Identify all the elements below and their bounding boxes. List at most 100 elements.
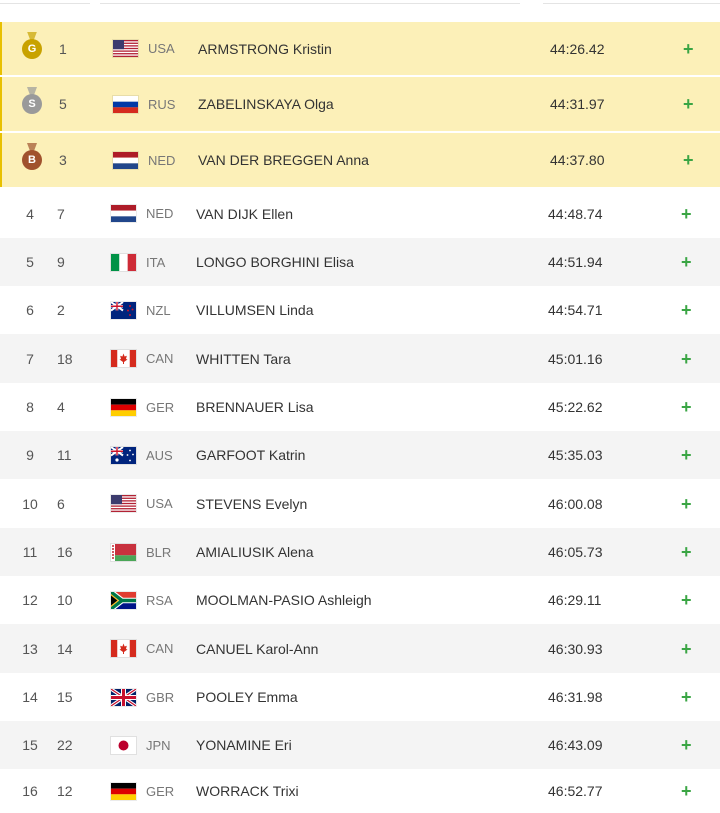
result-row[interactable]: 5 9 ITA LONGO BORGHINI Elisa 44:51.94 +	[0, 238, 720, 286]
result-row[interactable]: 11 16 BLR AMIALIUSIK Alena 46:05.73 +	[0, 528, 720, 576]
athlete-name[interactable]: ARMSTRONG Kristin	[198, 40, 332, 57]
column-header-divider	[100, 3, 520, 4]
athlete-name[interactable]: VAN DER BREGGEN Anna	[198, 152, 369, 168]
expand-plus-icon[interactable]: +	[681, 735, 692, 755]
expand-plus-icon[interactable]: +	[681, 493, 692, 514]
expand-plus-icon[interactable]: +	[681, 252, 692, 272]
bib-number: 4	[57, 399, 65, 415]
result-row[interactable]: 9 11 AUS GARFOOT Katrin 45:35.03 +	[0, 431, 720, 479]
bib-number: 7	[57, 205, 65, 222]
athlete-name[interactable]: VAN DIJK Ellen	[196, 205, 293, 222]
result-time: 46:30.93	[548, 640, 603, 657]
athlete-name[interactable]: CANUEL Karol-Ann	[196, 640, 319, 657]
flag-ger-icon	[111, 782, 136, 800]
flag-can-icon	[111, 350, 136, 367]
bib-number: 12	[57, 783, 73, 799]
result-time: 45:01.16	[548, 350, 603, 367]
result-row[interactable]: 15 22 JPN YONAMINE Eri 46:43.09 +	[0, 721, 720, 769]
flag-jpn-icon	[111, 736, 136, 754]
expand-plus-icon[interactable]: +	[683, 38, 694, 59]
flag-rus-icon	[113, 95, 138, 113]
bib-number: 10	[57, 592, 73, 608]
country-code: BLR	[146, 544, 172, 560]
expand-plus-icon[interactable]: +	[681, 687, 692, 707]
country-code: RSA	[146, 592, 173, 608]
result-row[interactable]: 16 12 GER WORRACK Trixi 46:52.77 +	[0, 769, 720, 813]
country-code: GBR	[146, 689, 175, 705]
result-row[interactable]: 8 4 GER BRENNAUER Lisa 45:22.62 +	[0, 383, 720, 431]
athlete-name[interactable]: BRENNAUER Lisa	[196, 399, 314, 415]
athlete-name[interactable]: LONGO BORGHINI Elisa	[196, 254, 354, 270]
result-time: 44:26.42	[550, 40, 605, 57]
country-code: AUS	[146, 447, 173, 463]
result-row[interactable]: G 1 USA ARMSTRONG Kristin 44:26.42 +	[0, 22, 720, 75]
expand-plus-icon[interactable]: +	[683, 94, 694, 114]
flag-ger-icon	[111, 398, 136, 416]
country-code: GER	[146, 399, 175, 415]
result-row[interactable]: 6 2 NZL VILLUMSEN Linda 44:54.71 +	[0, 286, 720, 334]
result-row[interactable]: 13 14 CAN CANUEL Karol-Ann 46:30.93 +	[0, 624, 720, 673]
bib-number: 6	[57, 495, 65, 512]
result-time: 45:22.62	[548, 399, 603, 415]
flag-gbr-icon	[111, 688, 136, 706]
athlete-name[interactable]: VILLUMSEN Linda	[196, 302, 314, 318]
result-time: 44:51.94	[548, 254, 603, 270]
expand-plus-icon[interactable]: +	[681, 638, 692, 659]
expand-plus-icon[interactable]: +	[681, 203, 692, 224]
rank: 14	[22, 689, 38, 705]
expand-plus-icon[interactable]: +	[681, 590, 692, 610]
rank: 9	[26, 447, 34, 463]
rank: 12	[22, 592, 38, 608]
country-code: JPN	[146, 737, 171, 753]
expand-plus-icon[interactable]: +	[681, 445, 692, 465]
athlete-name[interactable]: YONAMINE Eri	[196, 737, 292, 753]
result-row[interactable]: 7 18 CAN WHITTEN Tara 45:01.16 +	[0, 334, 720, 383]
country-code: CAN	[146, 351, 174, 366]
expand-plus-icon[interactable]: +	[681, 348, 692, 369]
country-code: USA	[148, 41, 175, 56]
country-code: NED	[146, 206, 174, 221]
result-time: 44:31.97	[550, 96, 605, 112]
result-time: 46:31.98	[548, 689, 603, 705]
flag-usa-icon	[113, 40, 138, 57]
result-row[interactable]: 12 10 RSA MOOLMAN-PASIO Ashleigh 46:29.11 +	[0, 576, 720, 624]
result-row[interactable]: B 3 NED VAN DER BREGGEN Anna 44:37.80 +	[0, 133, 720, 187]
expand-plus-icon[interactable]: +	[681, 781, 692, 801]
result-time: 44:54.71	[548, 302, 603, 318]
result-row[interactable]: 4 7 NED VAN DIJK Ellen 44:48.74 +	[0, 189, 720, 238]
bib-number: 2	[57, 302, 65, 318]
athlete-name[interactable]: STEVENS Evelyn	[196, 495, 308, 512]
flag-can-icon	[111, 640, 136, 657]
result-row[interactable]: S 5 RUS ZABELINSKAYA Olga 44:31.97 +	[0, 77, 720, 131]
athlete-name[interactable]: WHITTEN Tara	[196, 350, 291, 367]
result-time: 46:52.77	[548, 783, 603, 799]
expand-plus-icon[interactable]: +	[681, 542, 692, 562]
flag-nzl-icon	[111, 301, 136, 319]
athlete-name[interactable]: ZABELINSKAYA Olga	[198, 96, 334, 112]
athlete-name[interactable]: AMIALIUSIK Alena	[196, 544, 314, 560]
country-code: NZL	[146, 302, 171, 318]
result-row[interactable]: 10 6 USA STEVENS Evelyn 46:00.08 +	[0, 479, 720, 528]
country-code: CAN	[146, 641, 174, 656]
expand-plus-icon[interactable]: +	[683, 150, 694, 170]
flag-rsa-icon	[111, 591, 136, 609]
rank: 6	[26, 302, 34, 318]
result-time: 46:05.73	[548, 544, 603, 560]
expand-plus-icon[interactable]: +	[681, 300, 692, 320]
athlete-name[interactable]: WORRACK Trixi	[196, 783, 299, 799]
bib-number: 9	[57, 254, 65, 270]
gold-medal-icon: G	[22, 38, 42, 59]
athlete-name[interactable]: GARFOOT Katrin	[196, 447, 306, 463]
flag-ned-icon	[111, 205, 136, 222]
athlete-name[interactable]: MOOLMAN-PASIO Ashleigh	[196, 592, 372, 608]
expand-plus-icon[interactable]: +	[681, 397, 692, 417]
bib-number: 14	[57, 640, 73, 657]
flag-blr-icon	[111, 543, 136, 561]
country-code: RUS	[148, 96, 176, 112]
bib-number: 18	[57, 350, 73, 367]
silver-medal-icon: S	[22, 94, 42, 114]
rank: 7	[26, 350, 34, 367]
result-row[interactable]: 14 15 GBR POOLEY Emma 46:31.98 +	[0, 673, 720, 721]
athlete-name[interactable]: POOLEY Emma	[196, 689, 298, 705]
